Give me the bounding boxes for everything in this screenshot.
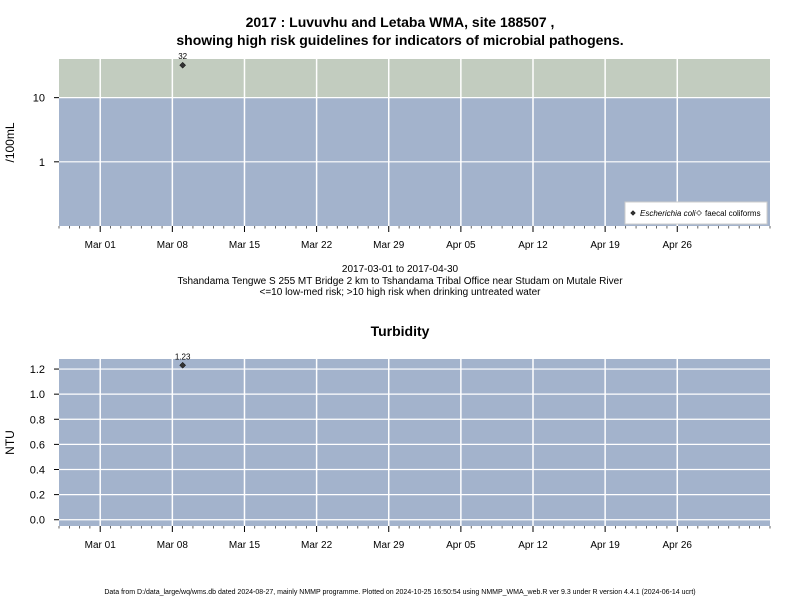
x-tick-label: Apr 26: [663, 240, 693, 251]
x-tick-label: Mar 15: [229, 540, 261, 551]
legend-faecal-symbol: [696, 210, 702, 216]
y-axis-label: NTU: [3, 430, 17, 455]
y-tick-label: 0.4: [30, 464, 45, 476]
x-tick-label: Apr 19: [590, 240, 620, 251]
data-point: [179, 361, 187, 369]
turbidity-title: Turbidity: [370, 323, 430, 339]
plot-background: [59, 359, 770, 526]
y-tick-label: 1.2: [30, 364, 45, 376]
x-tick-label: Apr 19: [590, 540, 620, 551]
legend-ecoli-symbol: [630, 210, 636, 216]
caption-risk-note: <=10 low-med risk; >10 high risk when dr…: [259, 287, 541, 298]
x-tick-label: Apr 05: [446, 540, 476, 551]
chart-title-line2: showing high risk guidelines for indicat…: [176, 32, 624, 48]
footer-note: Data from D:/data_large/wq/wms.db dated …: [104, 589, 696, 596]
y-tick-label: 10: [33, 93, 45, 105]
x-tick-label: Apr 12: [518, 540, 548, 551]
caption-date-range: 2017-03-01 to 2017-04-30: [341, 264, 459, 275]
y-tick-label: 0.8: [30, 414, 45, 426]
x-tick-label: Mar 01: [85, 540, 117, 551]
x-tick-label: Apr 12: [518, 240, 548, 251]
data-point: [179, 61, 187, 69]
y-tick-label: 0.6: [30, 439, 45, 451]
x-tick-label: Apr 05: [446, 240, 476, 251]
x-tick-label: Mar 08: [157, 240, 189, 251]
legend-ecoli-label: Escherichia coli: [640, 209, 696, 218]
y-tick-label: 0.2: [30, 490, 45, 502]
chart-title-line1: 2017 : Luvuvhu and Letaba WMA, site 1885…: [245, 14, 555, 30]
x-tick-label: Mar 29: [373, 540, 405, 551]
y-axis-label: /100mL: [3, 122, 17, 162]
x-tick-label: Mar 15: [229, 240, 261, 251]
data-label: 1.23: [175, 352, 191, 361]
x-tick-label: Mar 29: [373, 240, 405, 251]
y-tick-label: 1: [39, 157, 45, 169]
high-risk-band: [59, 59, 770, 98]
legend-faecal-label: faecal coliforms: [705, 209, 761, 218]
x-tick-label: Mar 22: [301, 540, 333, 551]
x-tick-label: Mar 22: [301, 240, 333, 251]
x-tick-label: Mar 08: [157, 540, 189, 551]
y-tick-label: 0.0: [30, 515, 45, 527]
legend-box: [624, 201, 768, 225]
data-label: 32: [178, 52, 187, 61]
x-tick-label: Apr 26: [663, 540, 693, 551]
x-tick-label: Mar 01: [85, 240, 117, 251]
y-tick-label: 1.0: [30, 389, 45, 401]
caption-site-description: Tshandama Tengwe S 255 MT Bridge 2 km to…: [177, 276, 623, 287]
